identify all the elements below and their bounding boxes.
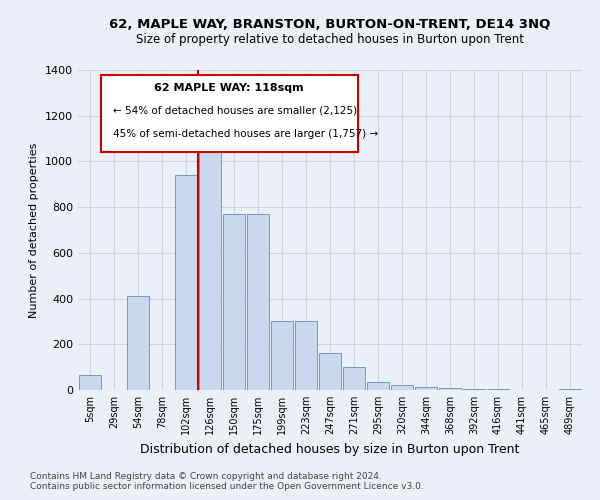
- Bar: [415, 386, 437, 390]
- X-axis label: Distribution of detached houses by size in Burton upon Trent: Distribution of detached houses by size …: [140, 442, 520, 456]
- Text: 62 MAPLE WAY: 118sqm: 62 MAPLE WAY: 118sqm: [154, 83, 304, 93]
- Bar: [199, 138, 221, 390]
- Text: Contains HM Land Registry data © Crown copyright and database right 2024.: Contains HM Land Registry data © Crown c…: [30, 472, 382, 481]
- Text: 62, MAPLE WAY, BRANSTON, BURTON-ON-TRENT, DE14 3NQ: 62, MAPLE WAY, BRANSTON, BURTON-ON-TRENT…: [109, 18, 551, 30]
- Bar: [247, 214, 269, 390]
- Text: Size of property relative to detached houses in Burton upon Trent: Size of property relative to detached ho…: [136, 32, 524, 46]
- Bar: [463, 389, 485, 390]
- Bar: [127, 296, 149, 390]
- FancyBboxPatch shape: [101, 75, 358, 152]
- Bar: [175, 175, 197, 390]
- Bar: [439, 388, 461, 390]
- Bar: [391, 386, 413, 390]
- Bar: [343, 367, 365, 390]
- Y-axis label: Number of detached properties: Number of detached properties: [29, 142, 40, 318]
- Bar: [319, 354, 341, 390]
- Bar: [79, 375, 101, 390]
- Text: Contains public sector information licensed under the Open Government Licence v3: Contains public sector information licen…: [30, 482, 424, 491]
- Text: 45% of semi-detached houses are larger (1,757) →: 45% of semi-detached houses are larger (…: [113, 129, 379, 139]
- Bar: [367, 382, 389, 390]
- Bar: [223, 214, 245, 390]
- Text: ← 54% of detached houses are smaller (2,125): ← 54% of detached houses are smaller (2,…: [113, 105, 358, 115]
- Bar: [271, 322, 293, 390]
- Bar: [295, 322, 317, 390]
